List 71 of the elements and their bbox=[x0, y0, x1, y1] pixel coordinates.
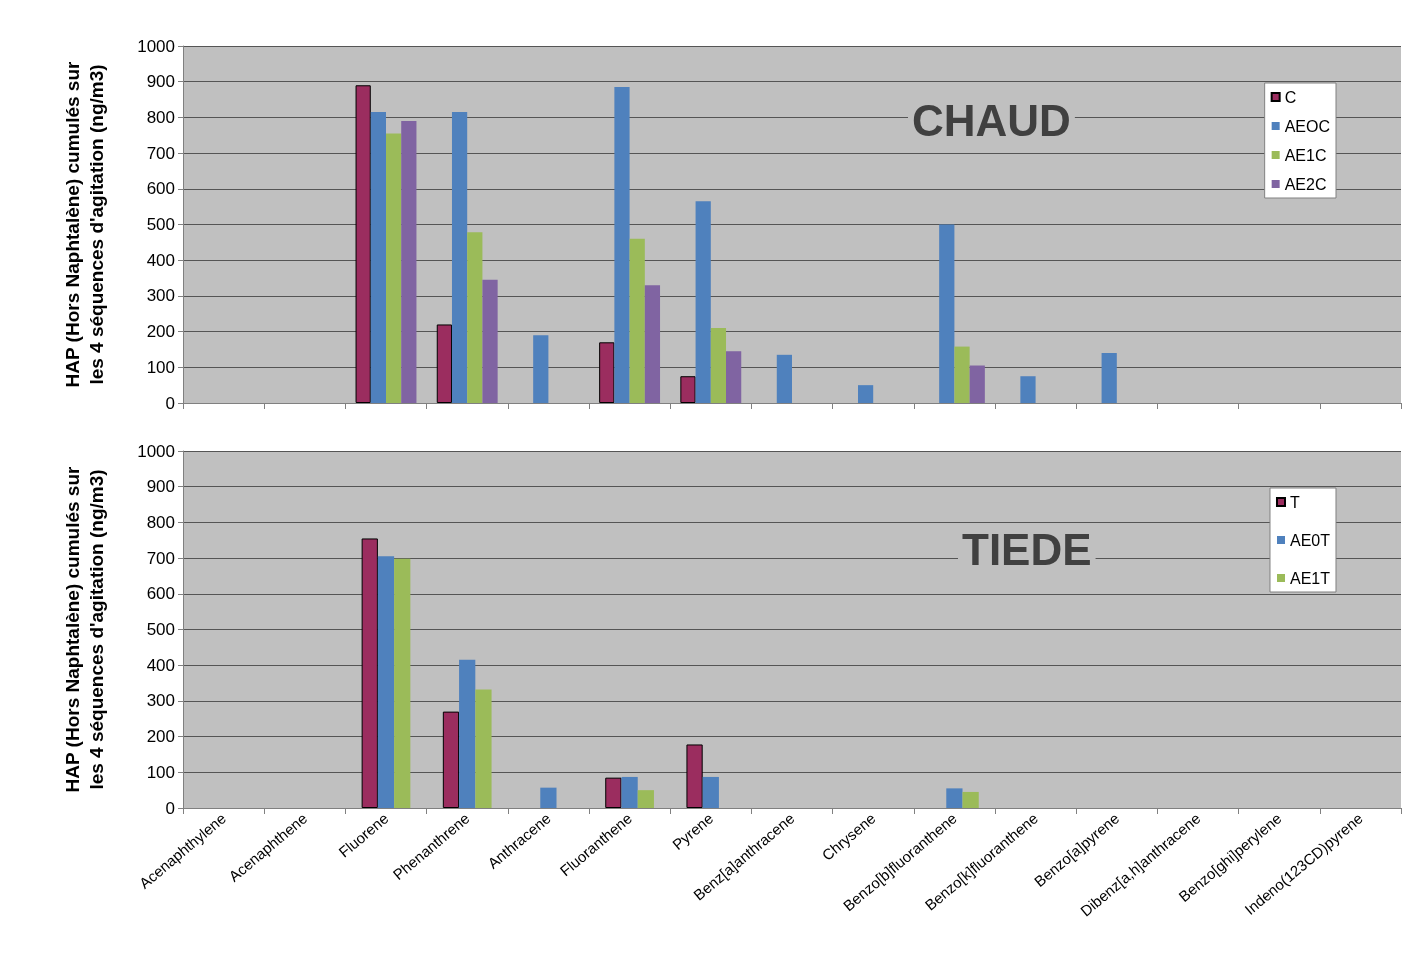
bar bbox=[377, 556, 395, 808]
legend-label: AE1T bbox=[1289, 569, 1331, 587]
y-tick-label: 600 bbox=[146, 584, 175, 604]
legend-label: AE2C bbox=[1284, 175, 1327, 193]
bar bbox=[355, 85, 371, 403]
bar bbox=[637, 790, 654, 808]
bar bbox=[686, 744, 703, 808]
bar bbox=[726, 351, 742, 403]
y-tick-label: 300 bbox=[146, 286, 175, 306]
y-axis-title: HAP (Hors Naphtalène) cumulés sur les 4 séquences d'agitation (ng/m3) bbox=[61, 465, 107, 793]
bar bbox=[459, 659, 476, 808]
bar bbox=[370, 112, 386, 403]
y-tick-label: 100 bbox=[146, 762, 175, 782]
y-tick-label: 400 bbox=[146, 250, 175, 270]
legend-label: AE0T bbox=[1289, 531, 1331, 549]
y-tick-label: 800 bbox=[146, 512, 175, 532]
bar bbox=[361, 538, 378, 808]
bar bbox=[475, 689, 492, 808]
y-tick-label: 900 bbox=[146, 477, 175, 497]
bar bbox=[939, 224, 955, 403]
legend-label: C bbox=[1284, 88, 1297, 106]
y-tick-label: 200 bbox=[146, 322, 175, 342]
y-tick-label: 800 bbox=[146, 107, 175, 127]
bar bbox=[680, 376, 696, 403]
bar bbox=[599, 342, 615, 403]
bar bbox=[401, 120, 417, 403]
text: TIEDE bbox=[962, 524, 1092, 574]
y-tick-label: 300 bbox=[146, 691, 175, 711]
bar bbox=[629, 238, 645, 403]
bar bbox=[1020, 376, 1036, 403]
y-tick-label: 1000 bbox=[137, 36, 175, 56]
bar bbox=[969, 365, 985, 403]
bar bbox=[621, 776, 638, 808]
bar bbox=[482, 279, 498, 403]
y-tick-label: 500 bbox=[146, 215, 175, 234]
bar bbox=[710, 328, 727, 403]
y-tick-label: 700 bbox=[146, 143, 175, 163]
bar bbox=[605, 777, 622, 808]
y-axis-title: HAP (Hors Naphtalène) cumulés sur les 4 séquences d'agitation (ng/m3) bbox=[61, 60, 107, 388]
y-tick-label: 900 bbox=[146, 72, 175, 92]
y-tick-label: 0 bbox=[165, 798, 175, 818]
y-tick-label: 0 bbox=[165, 393, 175, 413]
bar bbox=[451, 112, 468, 403]
legend-label: AEOC bbox=[1284, 117, 1330, 135]
bar bbox=[436, 324, 452, 403]
bar bbox=[962, 791, 979, 808]
bar bbox=[533, 335, 549, 403]
bar bbox=[614, 87, 630, 403]
legend-label: AE1C bbox=[1284, 146, 1327, 164]
y-tick-label: 600 bbox=[146, 179, 175, 199]
bar bbox=[386, 133, 402, 403]
bar bbox=[394, 558, 411, 808]
bar bbox=[702, 776, 719, 808]
y-tick-label: 1000 bbox=[137, 441, 175, 461]
bar bbox=[467, 232, 483, 403]
y-tick-label: 500 bbox=[146, 620, 175, 639]
y-tick-label: 200 bbox=[146, 727, 175, 747]
bar bbox=[776, 354, 792, 403]
y-tick-label: 400 bbox=[146, 655, 175, 675]
bar bbox=[857, 385, 874, 403]
text: CHAUD bbox=[912, 95, 1071, 145]
bar bbox=[540, 787, 557, 808]
bar bbox=[695, 201, 711, 403]
y-tick-label: 100 bbox=[146, 357, 175, 377]
bar bbox=[442, 711, 460, 808]
bar bbox=[1101, 353, 1117, 403]
bar bbox=[644, 285, 661, 403]
bar bbox=[954, 346, 970, 403]
y-tick-label: 700 bbox=[146, 548, 175, 568]
bar bbox=[946, 788, 963, 808]
legend-label: T bbox=[1289, 493, 1300, 511]
